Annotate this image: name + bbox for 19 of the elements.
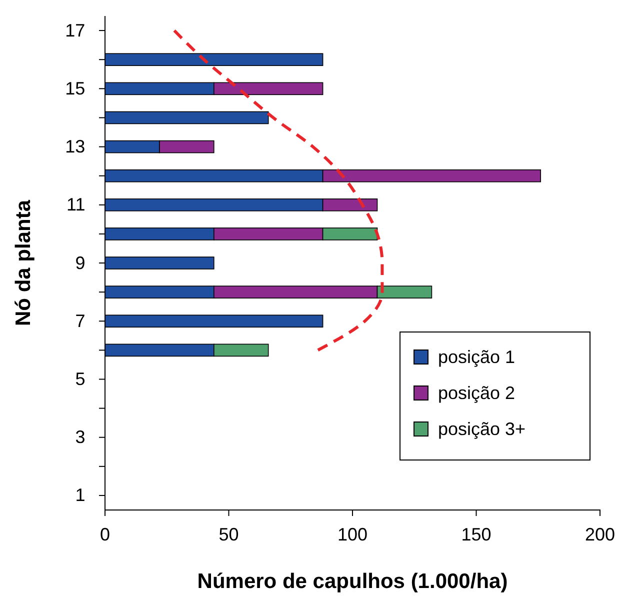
y-tick-label: 15 [65, 78, 86, 98]
x-tick-label: 200 [584, 524, 616, 545]
x-tick-label: 150 [461, 524, 492, 545]
y-tick-label: 9 [75, 252, 86, 273]
y-tick-label: 11 [66, 194, 86, 215]
y-tick-label: 1 [75, 485, 86, 506]
x-axis-title: Número de capulhos (1.000/ha) [197, 570, 508, 593]
y-tick-label: 13 [65, 136, 86, 157]
y-tick-label: 7 [75, 310, 86, 331]
legend-label: posição 3+ [438, 419, 526, 439]
y-tick-label: 17 [65, 20, 86, 40]
legend-label: posição 2 [438, 383, 516, 403]
legend-label: posição 1 [438, 347, 516, 367]
y-axis-title: Nó da planta [12, 200, 35, 326]
x-tick-label: 100 [337, 524, 368, 545]
x-tick-label: 50 [218, 524, 239, 545]
y-tick-label: 5 [75, 368, 86, 389]
y-tick-label: 3 [75, 427, 86, 448]
x-tick-label: 0 [100, 524, 110, 545]
